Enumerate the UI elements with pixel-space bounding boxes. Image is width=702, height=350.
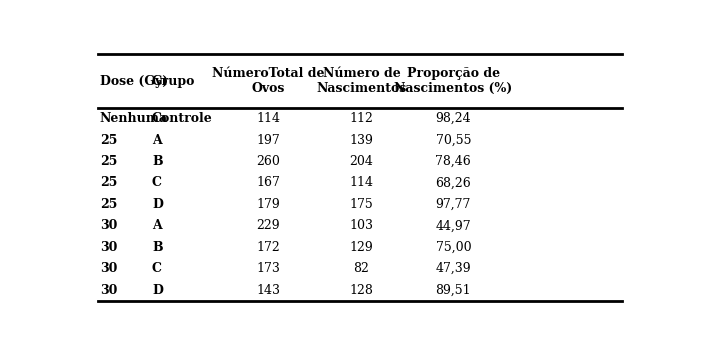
Text: Grupo: Grupo	[152, 75, 195, 88]
Text: 30: 30	[100, 219, 117, 232]
Text: 30: 30	[100, 284, 117, 296]
Text: 97,77: 97,77	[436, 198, 471, 211]
Text: 204: 204	[350, 155, 373, 168]
Text: 75,00: 75,00	[435, 241, 471, 254]
Text: A: A	[152, 134, 161, 147]
Text: 89,51: 89,51	[435, 284, 471, 296]
Text: 47,39: 47,39	[435, 262, 471, 275]
Text: NúmeroTotal de
Ovos: NúmeroTotal de Ovos	[212, 67, 324, 95]
Text: 173: 173	[256, 262, 280, 275]
Text: 179: 179	[256, 198, 280, 211]
Text: D: D	[152, 284, 163, 296]
Text: 129: 129	[350, 241, 373, 254]
Text: Número de
Nascimentos: Número de Nascimentos	[317, 67, 406, 95]
Text: 30: 30	[100, 241, 117, 254]
Text: 172: 172	[256, 241, 280, 254]
Text: Controle: Controle	[152, 112, 213, 125]
Text: 70,55: 70,55	[436, 134, 471, 147]
Text: 103: 103	[350, 219, 373, 232]
Text: 30: 30	[100, 262, 117, 275]
Text: 167: 167	[256, 176, 280, 189]
Text: 82: 82	[354, 262, 369, 275]
Text: 25: 25	[100, 155, 117, 168]
Text: 260: 260	[256, 155, 280, 168]
Text: A: A	[152, 219, 161, 232]
Text: 114: 114	[350, 176, 373, 189]
Text: Proporção de
Nascimentos (%): Proporção de Nascimentos (%)	[395, 67, 512, 95]
Text: 44,97: 44,97	[435, 219, 471, 232]
Text: D: D	[152, 198, 163, 211]
Text: 112: 112	[350, 112, 373, 125]
Text: C: C	[152, 176, 162, 189]
Text: 25: 25	[100, 198, 117, 211]
Text: 25: 25	[100, 134, 117, 147]
Text: 197: 197	[256, 134, 280, 147]
Text: 78,46: 78,46	[435, 155, 471, 168]
Text: 139: 139	[350, 134, 373, 147]
Text: B: B	[152, 155, 163, 168]
Text: 128: 128	[350, 284, 373, 296]
Text: 175: 175	[350, 198, 373, 211]
Text: 98,24: 98,24	[435, 112, 471, 125]
Text: B: B	[152, 241, 163, 254]
Text: 143: 143	[256, 284, 280, 296]
Text: 114: 114	[256, 112, 280, 125]
Text: 68,26: 68,26	[435, 176, 471, 189]
Text: 25: 25	[100, 176, 117, 189]
Text: C: C	[152, 262, 162, 275]
Text: Nenhuma: Nenhuma	[100, 112, 168, 125]
Text: Dose (Gy): Dose (Gy)	[100, 75, 168, 88]
Text: 229: 229	[256, 219, 280, 232]
